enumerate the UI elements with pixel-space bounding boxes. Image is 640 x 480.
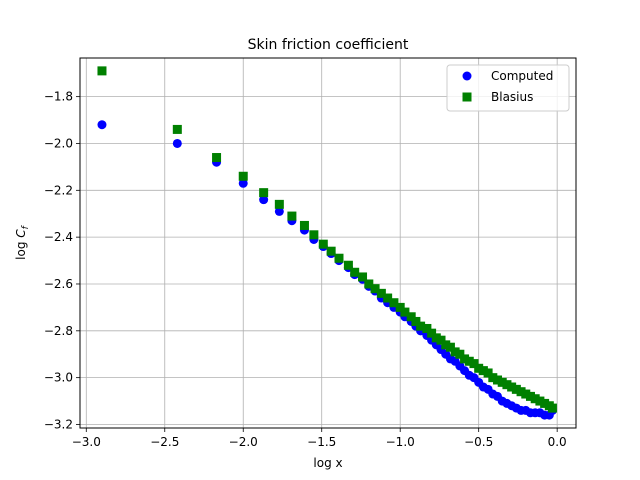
x-tick-label: −1.5 xyxy=(307,435,336,449)
y-tick-label: −2.6 xyxy=(44,277,73,291)
blasius-point xyxy=(521,389,531,399)
x-axis-label: log x xyxy=(313,456,342,470)
y-tick-label: −3.0 xyxy=(44,371,73,385)
x-tick-label: −1.0 xyxy=(386,435,415,449)
computed-point xyxy=(259,195,269,205)
y-tick-label: −2.0 xyxy=(44,136,73,150)
y-tick-label: −2.2 xyxy=(44,183,73,197)
blasius-point xyxy=(441,340,451,350)
blasius-point xyxy=(530,394,540,404)
legend-label-blasius: Blasius xyxy=(491,90,533,104)
grid xyxy=(80,58,576,428)
blasius-point xyxy=(450,347,460,357)
blasius-point xyxy=(422,323,432,333)
blasius-point xyxy=(326,246,336,256)
blasius-point xyxy=(376,288,386,298)
blasius-point xyxy=(474,363,484,373)
blasius-point xyxy=(488,373,498,383)
blasius-point xyxy=(436,335,446,345)
blasius-point xyxy=(511,384,521,394)
blasius-point xyxy=(309,230,319,240)
y-tick-label: −2.4 xyxy=(44,230,73,244)
blasius-point xyxy=(287,211,297,221)
blasius-point xyxy=(274,199,284,209)
blasius-point xyxy=(358,272,368,282)
blasius-point xyxy=(516,387,526,397)
blasius-point xyxy=(172,124,182,134)
legend: Computed Blasius xyxy=(446,64,570,112)
blasius-point xyxy=(259,188,269,198)
blasius-point xyxy=(238,171,248,181)
blasius-point xyxy=(464,356,474,366)
axis-ticks: −3.0 −2.5 −2.0 −1.5 −1.0 −0.5 0.0 −3.2 −3.0 −2.8 −… xyxy=(44,90,567,449)
blasius-point xyxy=(389,298,399,308)
blasius-point xyxy=(383,293,393,303)
x-tick-label: −3.0 xyxy=(72,435,101,449)
blasius-point xyxy=(427,328,437,338)
blasius-point xyxy=(493,375,503,385)
x-tick-label: −0.5 xyxy=(464,435,493,449)
y-axis-label-main: log xyxy=(14,238,28,260)
blasius-point xyxy=(507,382,517,392)
legend-marker-computed xyxy=(462,71,472,81)
blasius-point xyxy=(445,342,455,352)
blasius-point xyxy=(416,321,426,331)
blasius-point xyxy=(370,284,380,294)
blasius-point xyxy=(364,279,374,289)
y-tick-label: −2.8 xyxy=(44,324,73,338)
x-tick-label: 0.0 xyxy=(548,435,567,449)
computed-point xyxy=(97,120,107,130)
blasius-point xyxy=(478,366,488,376)
blasius-point xyxy=(525,391,535,401)
blasius-point xyxy=(343,260,353,270)
blasius-point xyxy=(400,307,410,317)
legend-label-computed: Computed xyxy=(491,69,553,83)
blasius-point xyxy=(395,302,405,312)
blasius-point xyxy=(350,267,360,277)
data-markers xyxy=(97,66,557,420)
chart-title: Skin friction coefficient xyxy=(248,37,409,53)
blasius-point xyxy=(318,239,328,249)
y-axis-label: log Cf xyxy=(14,224,31,260)
blasius-point xyxy=(502,380,512,390)
blasius-point xyxy=(455,349,465,359)
y-axis-label-symbol: C xyxy=(14,229,28,238)
computed-point xyxy=(172,138,182,148)
blasius-point xyxy=(540,398,550,408)
series-blasius xyxy=(97,66,557,413)
y-tick-label: −3.2 xyxy=(44,417,73,431)
computed-point xyxy=(238,178,248,188)
blasius-point xyxy=(406,312,416,322)
blasius-point xyxy=(469,359,479,369)
blasius-point xyxy=(497,377,507,387)
blasius-point xyxy=(411,316,421,326)
blasius-point xyxy=(299,220,309,230)
plot-frame xyxy=(79,57,577,429)
x-tick-label: −2.0 xyxy=(229,435,258,449)
blasius-point xyxy=(97,66,107,76)
blasius-point xyxy=(547,403,557,413)
blasius-point xyxy=(535,396,545,406)
blasius-point xyxy=(431,333,441,343)
blasius-point xyxy=(460,354,470,364)
blasius-point xyxy=(483,368,493,378)
legend-box xyxy=(446,64,570,112)
y-tick-label: −1.8 xyxy=(44,90,73,104)
blasius-point xyxy=(212,153,222,163)
blasius-point xyxy=(334,253,344,263)
legend-marker-blasius xyxy=(462,92,472,102)
y-axis-label-subscript: f xyxy=(21,224,31,229)
computed-point xyxy=(274,206,284,216)
x-tick-label: −2.5 xyxy=(150,435,179,449)
